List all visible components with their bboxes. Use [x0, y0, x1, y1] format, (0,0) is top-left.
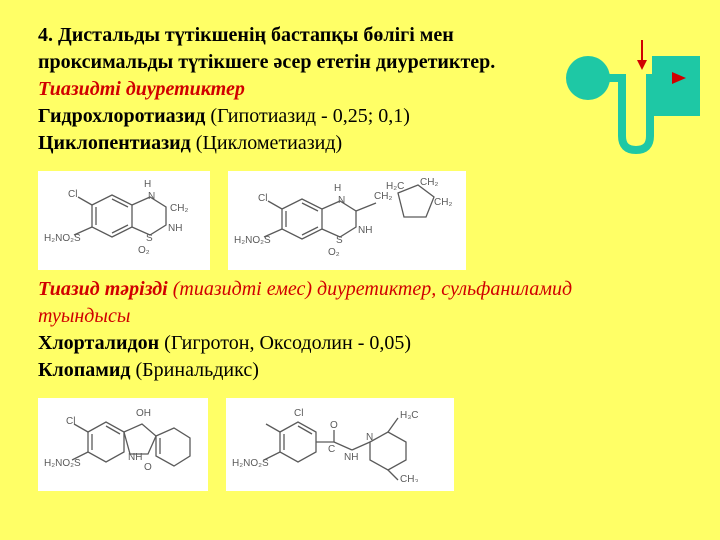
svg-text:S: S — [146, 233, 153, 244]
drug1-name: Гидрохлоротиазид — [38, 105, 205, 127]
svg-text:CH₂: CH₂ — [170, 203, 188, 214]
chem-clopamide: Cl H₂NO₂S O C NH N H₃C CH₃ — [226, 398, 454, 491]
svg-text:H: H — [334, 183, 341, 194]
svg-text:H₂NO₂S: H₂NO₂S — [44, 458, 81, 469]
svg-text:NH: NH — [344, 452, 358, 463]
drug-chlortalidone: Хлорталидон (Гигротон, Оксодолин - 0,05) — [38, 330, 682, 357]
chem-hydrochlorothiazide: Cl H N CH₂ NH S O₂ H₂NO₂S — [38, 171, 210, 270]
drug2-paren: (Циклометиазид) — [191, 132, 342, 154]
svg-text:H₂NO₂S: H₂NO₂S — [44, 233, 81, 244]
svg-text:C: C — [328, 444, 335, 455]
drug2-name: Циклопентиазид — [38, 132, 191, 154]
chem-row-2: Cl OH NH O H₂NO₂S — [38, 398, 682, 491]
drug-clopamide: Клопамид (Бринальдикс) — [38, 357, 682, 384]
s2-sub-p2: (тиазидті емес) диуретиктер, сульфанилам… — [168, 278, 572, 300]
svg-text:NH: NH — [168, 223, 182, 234]
svg-text:H₂NO₂S: H₂NO₂S — [232, 458, 269, 469]
chem-row-1: Cl H N CH₂ NH S O₂ H₂NO₂S — [38, 171, 682, 270]
svg-text:N: N — [148, 191, 155, 202]
section2-subtitle-line2: туындысы — [38, 303, 682, 330]
svg-text:Cl: Cl — [66, 416, 75, 427]
svg-text:NH: NH — [358, 225, 372, 236]
svg-text:O₂: O₂ — [328, 247, 340, 258]
svg-text:H₂NO₂S: H₂NO₂S — [234, 235, 271, 246]
svg-text:CH₂: CH₂ — [420, 177, 438, 188]
svg-text:CH₂: CH₂ — [374, 191, 392, 202]
svg-text:OH: OH — [136, 408, 151, 419]
s2-drug1-name: Хлорталидон — [38, 332, 159, 354]
svg-text:Cl: Cl — [294, 408, 303, 419]
svg-text:H₂C: H₂C — [386, 181, 404, 192]
s2-drug2-paren: (Бринальдикс) — [131, 359, 259, 381]
svg-text:H₃C: H₃C — [400, 410, 419, 421]
svg-text:O: O — [330, 420, 338, 431]
svg-text:H: H — [144, 179, 151, 190]
svg-text:O: O — [144, 462, 152, 473]
section2-subtitle-line1: Тиазид тәрізді (тиазидті емес) диуретикт… — [38, 276, 682, 303]
svg-text:N: N — [338, 195, 345, 206]
svg-text:N: N — [366, 432, 373, 443]
chem-cyclopenthiazide: Cl H N NH S O₂ H₂NO₂S CH₂ CH₂ H₂C CH₂ — [228, 171, 466, 270]
s2-sub-p1: Тиазид тәрізді — [38, 278, 168, 300]
chem-chlortalidone: Cl OH NH O H₂NO₂S — [38, 398, 208, 491]
svg-text:S: S — [336, 235, 343, 246]
svg-text:NH: NH — [128, 452, 142, 463]
svg-text:O₂: O₂ — [138, 245, 150, 256]
s2-drug2-name: Клопамид — [38, 359, 131, 381]
svg-text:CH₃: CH₃ — [400, 474, 419, 482]
drug1-paren: (Гипотиазид - 0,25; 0,1) — [205, 105, 410, 127]
s2-drug1-paren: (Гигротон, Оксодолин - 0,05) — [159, 332, 411, 354]
svg-text:Cl: Cl — [68, 189, 77, 200]
svg-text:CH₂: CH₂ — [434, 197, 452, 208]
nephron-diagram — [552, 34, 702, 154]
svg-text:Cl: Cl — [258, 193, 267, 204]
